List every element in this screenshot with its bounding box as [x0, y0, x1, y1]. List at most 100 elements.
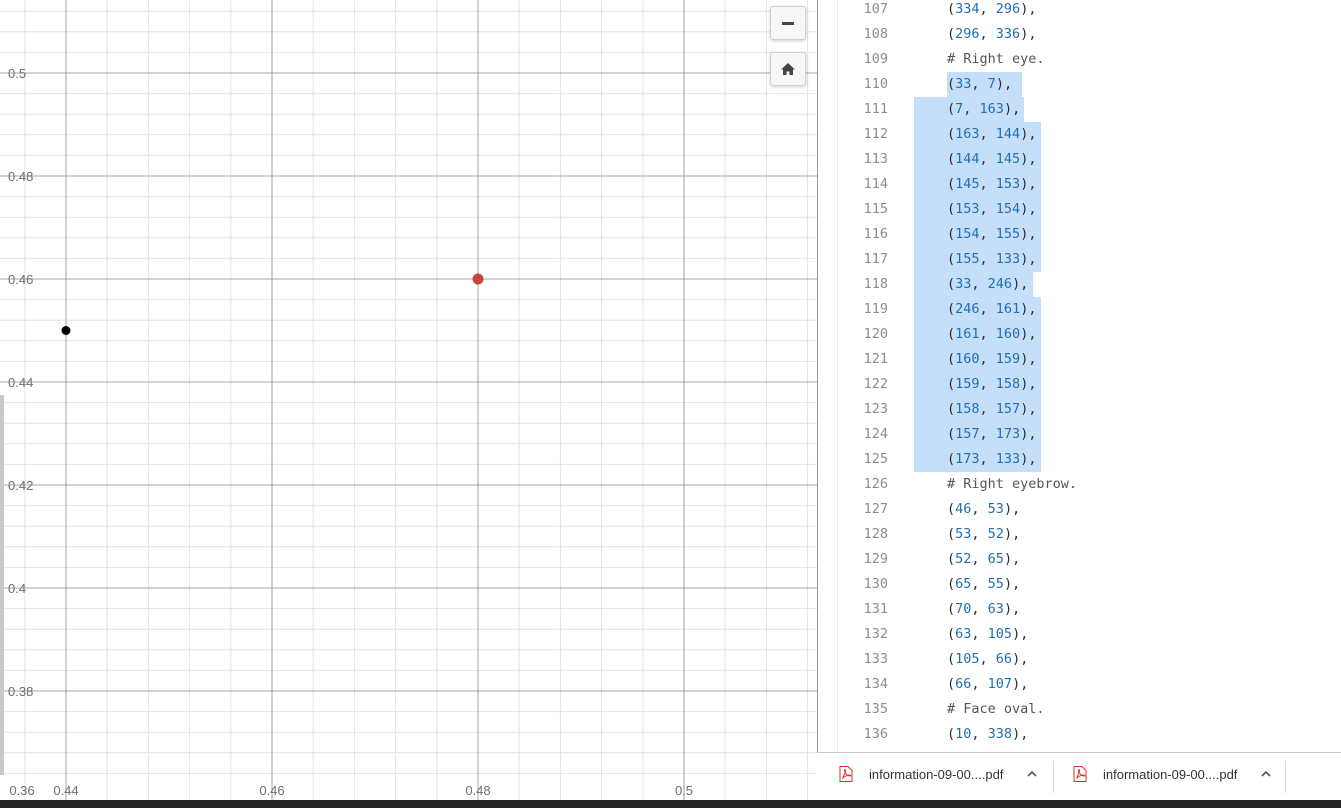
code-line[interactable]: 123 (158, 157), — [838, 397, 1341, 422]
code-comment: # Face oval. — [947, 701, 1045, 717]
code-line[interactable]: 107 (334, 296), — [838, 0, 1341, 22]
line-number: 127 — [863, 501, 888, 517]
pane-divider[interactable] — [817, 0, 837, 800]
code-line[interactable]: 131 (70, 63), — [838, 597, 1341, 622]
line-number: 134 — [863, 676, 888, 692]
code-line[interactable]: 135 # Face oval. — [838, 697, 1341, 722]
y-tick-label: 0.46 — [8, 272, 33, 287]
chevron-up-icon[interactable] — [1026, 769, 1038, 779]
code-line[interactable]: 132 (63, 105), — [838, 622, 1341, 647]
code-editor[interactable]: 107 (334, 296), 108 (296, 336), 109 # Right e… — [838, 0, 1341, 752]
code-comment: # Right eyebrow. — [947, 476, 1078, 492]
minus-icon — [782, 21, 794, 25]
code-text: (334, 296), — [947, 1, 1037, 17]
line-number: 116 — [863, 226, 888, 242]
code-line[interactable]: 129 (52, 65), — [838, 547, 1341, 572]
selection-highlight — [914, 447, 1041, 472]
zoom-out-button[interactable] — [770, 6, 806, 40]
x-tick-label: 0.46 — [259, 783, 284, 798]
code-line[interactable]: 113 (144, 145), — [838, 147, 1341, 172]
code-text: (155, 133), — [947, 251, 1037, 267]
selection-highlight — [914, 247, 1041, 272]
code-text: (157, 173), — [947, 426, 1037, 442]
code-line[interactable]: 120 (161, 160), — [838, 322, 1341, 347]
code-line[interactable]: 122 (159, 158), — [838, 372, 1341, 397]
chevron-up-icon[interactable] — [1260, 769, 1272, 779]
code-line[interactable]: 115 (153, 154), — [838, 197, 1341, 222]
home-icon — [781, 63, 795, 75]
line-number: 129 — [863, 551, 888, 567]
graph-plot[interactable]: 0.360.440.460.480.50.520.540.560.580.50.… — [0, 0, 817, 800]
code-line[interactable]: 133 (105, 66), — [838, 647, 1341, 672]
selection-highlight — [914, 422, 1041, 447]
selection-highlight — [914, 222, 1041, 247]
selection-highlight — [914, 397, 1041, 422]
x-tick-label: 0.36 — [9, 783, 34, 798]
code-line[interactable]: 117 (155, 133), — [838, 247, 1341, 272]
code-line[interactable]: 108 (296, 336), — [838, 22, 1341, 47]
x-tick-label: 0.48 — [465, 783, 490, 798]
code-line[interactable]: 116 (154, 155), — [838, 222, 1341, 247]
line-number: 112 — [863, 126, 888, 142]
code-text: (154, 155), — [947, 226, 1037, 242]
code-line[interactable]: 127 (46, 53), — [838, 497, 1341, 522]
code-line[interactable]: 114 (145, 153), — [838, 172, 1341, 197]
line-number: 108 — [863, 26, 888, 42]
graph-scrollbar[interactable] — [0, 395, 4, 775]
y-tick-label: 0.5 — [8, 66, 26, 81]
line-number: 117 — [863, 251, 888, 267]
code-line[interactable]: 128 (53, 52), — [838, 522, 1341, 547]
line-number: 122 — [863, 376, 888, 392]
line-number: 121 — [863, 351, 888, 367]
selection-highlight — [914, 172, 1041, 197]
code-line[interactable]: 125 (173, 133), — [838, 447, 1341, 472]
code-text: (144, 145), — [947, 151, 1037, 167]
line-number: 130 — [863, 576, 888, 592]
code-line[interactable]: 118 (33, 246), — [838, 272, 1341, 297]
download-separator — [1053, 761, 1054, 793]
code-comment: # Right eye. — [947, 51, 1045, 67]
selection-highlight — [914, 272, 1033, 297]
code-text: (33, 7), — [947, 76, 1013, 92]
code-text: (70, 63), — [947, 601, 1021, 617]
code-text: (52, 65), — [947, 551, 1021, 567]
code-line[interactable]: 126 # Right eyebrow. — [838, 472, 1341, 497]
code-text: (145, 153), — [947, 176, 1037, 192]
code-line[interactable]: 110 (33, 7), — [838, 72, 1341, 97]
code-line[interactable]: 136 (10, 338), — [838, 722, 1341, 747]
data-point — [472, 273, 484, 285]
x-tick-label: 0.44 — [53, 783, 78, 798]
graph-canvas[interactable]: 0.360.440.460.480.50.520.540.560.580.50.… — [0, 0, 817, 800]
code-line[interactable]: 109 # Right eye. — [838, 47, 1341, 72]
line-number: 128 — [863, 526, 888, 542]
line-number: 110 — [863, 76, 888, 92]
code-line[interactable]: 111 (7, 163), — [838, 97, 1341, 122]
code-text: (53, 52), — [947, 526, 1021, 542]
code-line[interactable]: 134 (66, 107), — [838, 672, 1341, 697]
code-text: (63, 105), — [947, 626, 1029, 642]
download-item[interactable]: information-09-00....pdf — [1073, 753, 1283, 800]
download-separator — [1285, 761, 1286, 793]
code-line[interactable]: 121 (160, 159), — [838, 347, 1341, 372]
line-number: 123 — [863, 401, 888, 417]
code-text: (66, 107), — [947, 676, 1029, 692]
code-line[interactable]: 124 (157, 173), — [838, 422, 1341, 447]
code-text: (160, 159), — [947, 351, 1037, 367]
code-line[interactable]: 130 (65, 55), — [838, 572, 1341, 597]
code-text: (246, 161), — [947, 301, 1037, 317]
code-text: (161, 160), — [947, 326, 1037, 342]
code-text: (65, 55), — [947, 576, 1021, 592]
line-number: 126 — [863, 476, 888, 492]
y-tick-label: 0.4 — [8, 581, 26, 596]
line-number: 115 — [863, 201, 888, 217]
y-tick-label: 0.48 — [8, 169, 33, 184]
line-number: 119 — [863, 301, 888, 317]
code-line[interactable]: 112 (163, 144), — [838, 122, 1341, 147]
line-number: 107 — [863, 1, 888, 17]
code-line[interactable]: 119 (246, 161), — [838, 297, 1341, 322]
download-filename: information-09-00....pdf — [869, 767, 1004, 782]
selection-highlight — [914, 122, 1041, 147]
y-tick-label: 0.44 — [8, 375, 33, 390]
download-item[interactable]: information-09-00....pdf — [839, 753, 1049, 800]
home-button[interactable] — [770, 52, 806, 86]
